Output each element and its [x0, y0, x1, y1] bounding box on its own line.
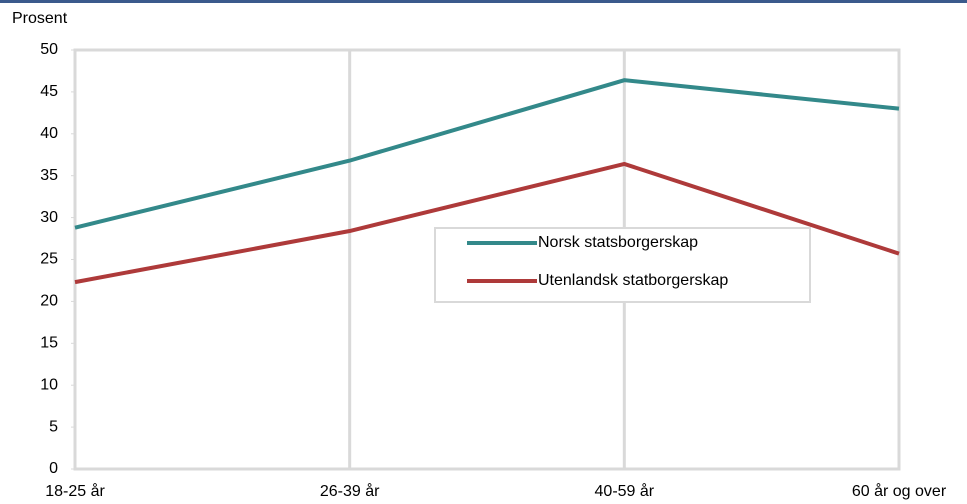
x-tick-label: 26-39 år	[320, 482, 380, 500]
y-tick-label: 40	[40, 125, 58, 142]
top-border	[0, 0, 967, 3]
y-tick-label: 30	[40, 209, 58, 226]
legend-label: Norsk statsborgerskap	[538, 234, 698, 251]
y-tick-label: 50	[40, 41, 58, 58]
y-tick-label: 20	[40, 293, 58, 310]
series-line	[74, 161, 900, 285]
series-line	[74, 78, 900, 230]
legend-label: Utenlandsk statborgerskap	[538, 272, 728, 289]
y-tick-label: 15	[40, 335, 58, 352]
x-tick-label: 40-59 år	[595, 482, 655, 500]
x-tick-label: 60 år og over	[852, 482, 947, 500]
y-tick-label: 5	[49, 418, 58, 435]
y-axis-label: Prosent	[12, 10, 68, 27]
x-tick-label: 18-25 år	[45, 482, 105, 500]
y-tick-label: 25	[40, 251, 58, 268]
y-tick-label: 35	[40, 167, 58, 184]
y-tick-label: 0	[49, 460, 58, 477]
y-tick-label: 10	[40, 376, 58, 393]
legend-box	[434, 227, 811, 303]
y-tick-label: 45	[40, 83, 58, 100]
